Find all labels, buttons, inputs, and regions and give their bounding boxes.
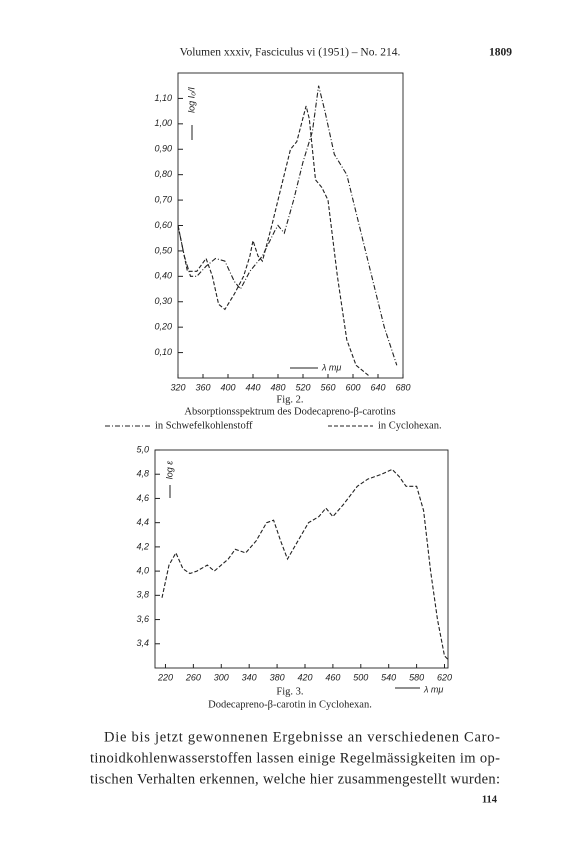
x-tick-label: 640 (370, 382, 385, 392)
y-tick-label: 4,4 (136, 517, 149, 527)
paragraph-line: Die bis jetzt gewonnenen Ergebnisse an v… (104, 729, 500, 745)
x-tick-label: 360 (195, 382, 210, 392)
legend-label: in Schwefelkohlenstoff (155, 420, 253, 431)
y-tick-label: 3,6 (136, 614, 149, 624)
figure-label: Fig. 2. (276, 394, 303, 405)
x-tick-label: 460 (325, 672, 340, 682)
data-line (177, 85, 398, 366)
plot-frame (177, 72, 404, 379)
y-tick-label: 1,00 (154, 118, 172, 128)
x-tick-label: 340 (242, 672, 257, 682)
figure-label: Fig. 3. (276, 686, 303, 697)
y-tick-label: 0,10 (154, 347, 172, 357)
figure-caption: Dodecapreno-β-carotin in Cyclohexan. (208, 699, 372, 710)
y-tick-label: 3,4 (136, 638, 149, 648)
x-tick-label: 520 (295, 382, 310, 392)
x-tick-label: 260 (185, 672, 201, 682)
y-tick-label: 0,50 (154, 245, 172, 255)
x-tick-label: 380 (270, 672, 285, 682)
y-tick-label: 1,10 (154, 93, 172, 103)
y-tick-label: 0,60 (154, 220, 172, 230)
x-tick-label: 620 (437, 672, 452, 682)
x-tick-label: 540 (381, 672, 396, 682)
data-line (177, 105, 369, 376)
x-tick-label: 440 (245, 382, 260, 392)
x-tick-label: 420 (297, 672, 312, 682)
y-tick-label: 0,70 (154, 194, 172, 204)
y-tick-label: 0,40 (154, 271, 172, 281)
paragraph-line: tinoidkohlenwasserstoffen lassen einige … (90, 750, 500, 766)
figure-caption: Absorptionsspektrum des Dodecapreno-β-ca… (184, 406, 395, 417)
x-tick-label: 600 (345, 382, 360, 392)
x-tick-label: 560 (320, 382, 335, 392)
page-number: 1809 (489, 47, 512, 59)
y-axis-label: log I₀/I (186, 87, 196, 113)
y-tick-label: 4,2 (136, 541, 149, 551)
x-axis-label: λ mμ (423, 684, 443, 694)
x-tick-label: 680 (395, 382, 410, 392)
running-title: Volumen xxxiv, Fasciculus vi (1951) – No… (180, 47, 401, 59)
x-tick-label: 400 (220, 382, 235, 392)
y-tick-label: 0,20 (154, 322, 172, 332)
x-tick-label: 220 (157, 672, 173, 682)
y-tick-label: 0,80 (154, 169, 172, 179)
y-tick-label: 4,6 (136, 493, 149, 503)
paragraph-line: tischen Verhalten erkennen, welche hier … (90, 771, 500, 787)
legend-label: in Cyclohexan. (378, 420, 442, 431)
y-tick-label: 0,30 (154, 296, 172, 306)
x-tick-label: 320 (170, 382, 185, 392)
plot-frame (154, 449, 449, 669)
y-tick-label: 0,90 (154, 144, 172, 154)
x-axis-label: λ mμ (321, 362, 341, 372)
x-tick-label: 480 (270, 382, 285, 392)
x-tick-label: 500 (353, 672, 368, 682)
y-tick-label: 4,0 (136, 565, 149, 575)
x-tick-label: 300 (214, 672, 229, 682)
y-tick-label: 3,8 (136, 590, 149, 600)
y-axis-label: log ε (164, 460, 174, 480)
y-tick-label: 4,8 (136, 469, 149, 479)
y-tick-label: 5,0 (136, 444, 149, 454)
x-tick-label: 580 (409, 672, 424, 682)
data-line (161, 468, 449, 660)
footer-number: 114 (482, 794, 498, 805)
